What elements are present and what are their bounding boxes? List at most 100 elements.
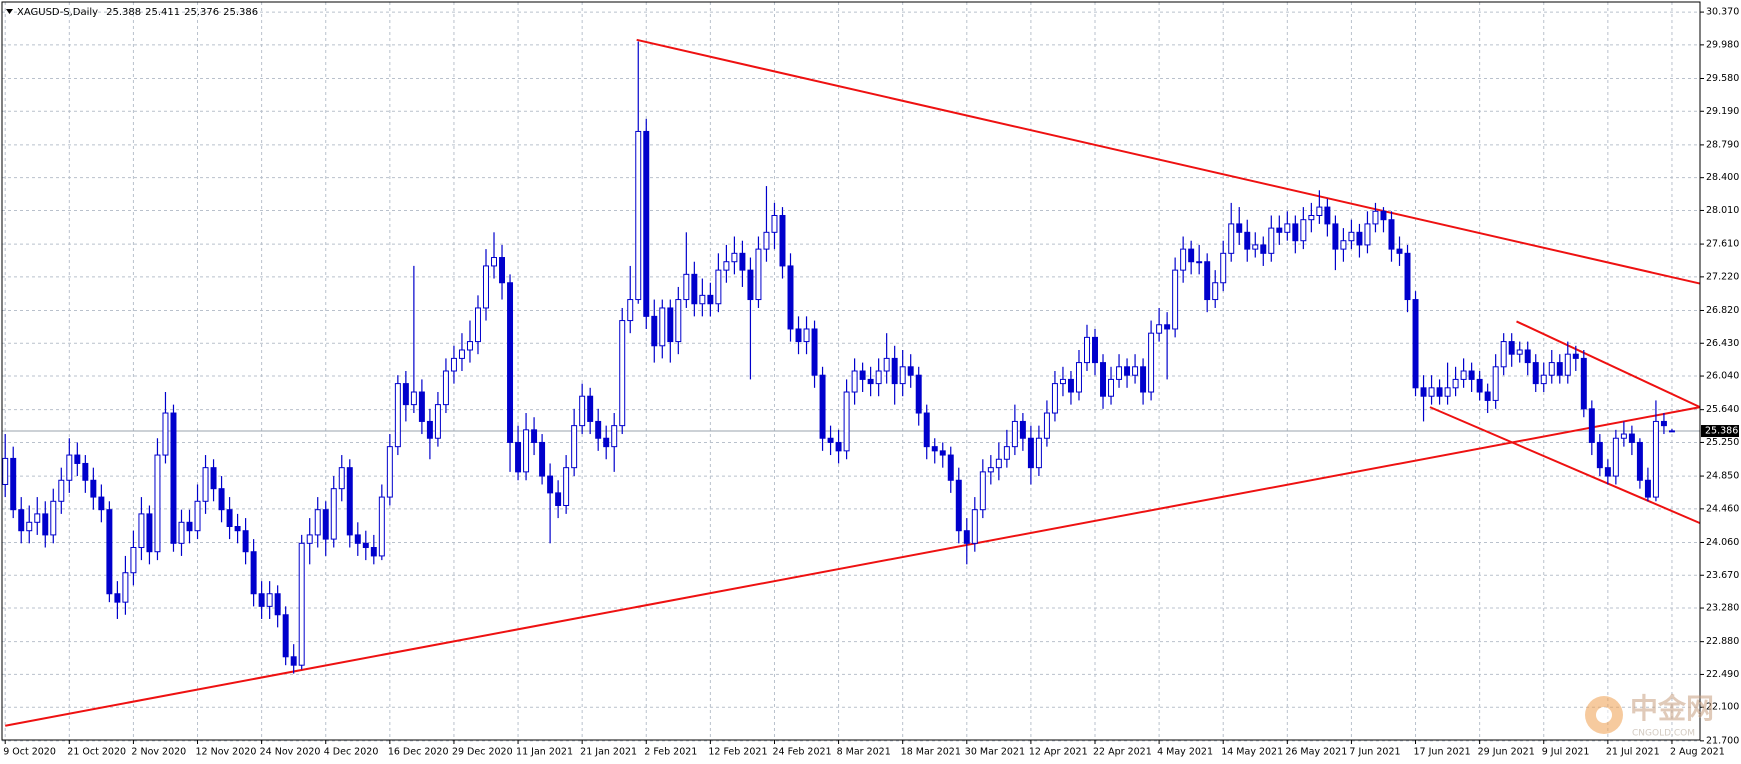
candle-body: [1308, 214, 1315, 221]
candle-body: [74, 454, 81, 464]
candle-body: [995, 458, 1002, 469]
candle-body: [410, 391, 417, 406]
candle-body: [1380, 210, 1387, 221]
candle-body: [1188, 248, 1195, 263]
y-tick-label: 25.250: [1706, 437, 1739, 448]
y-tick-label: 26.040: [1706, 371, 1739, 382]
candle-body: [1212, 282, 1219, 301]
y-tick-label: 29.980: [1706, 39, 1739, 50]
trendline: [1516, 320, 1701, 409]
candle-body: [899, 366, 906, 385]
candle-body: [1324, 206, 1331, 225]
candle-body: [186, 521, 193, 532]
candle-body: [442, 370, 449, 406]
candle-body: [795, 328, 802, 343]
candle-body: [731, 252, 738, 263]
candle-body: [1316, 206, 1323, 216]
candle-body: [1604, 467, 1611, 477]
candle-body: [58, 479, 65, 502]
candle-body: [915, 374, 922, 414]
y-tick-label: 22.100: [1706, 702, 1739, 713]
candle-body: [1180, 248, 1187, 271]
candle-body: [418, 391, 425, 422]
candle-body: [1436, 387, 1443, 397]
candle-body: [939, 450, 946, 456]
x-tick-label: 21 Oct 2020: [67, 747, 126, 758]
plot-frame: [1, 1, 1701, 741]
candle-body: [1124, 366, 1131, 376]
candle-body: [1332, 223, 1339, 250]
candle-body: [1172, 269, 1179, 330]
candle-body: [723, 261, 730, 271]
candle-body: [122, 572, 129, 603]
candle-body: [1276, 227, 1283, 233]
candle-body: [402, 383, 409, 406]
x-tick-label: 12 Nov 2020: [196, 747, 257, 758]
candle-body: [42, 513, 49, 536]
candle-body: [26, 521, 33, 532]
candle-body: [979, 471, 986, 511]
axis-layer: 30.370 29.980 29.580 29.190 28.790 28.400 28.0…: [3, 7, 1739, 758]
candle-body: [1252, 244, 1259, 250]
candle-body: [1564, 353, 1571, 376]
candle-body: [1092, 336, 1098, 364]
x-tick-label: 7 Jun 2021: [1349, 747, 1400, 758]
candle-body: [891, 357, 898, 385]
candle-body: [362, 542, 369, 549]
candle-body: [1484, 391, 1491, 401]
y-tick-label: 22.490: [1706, 669, 1739, 680]
candle-body: [1396, 248, 1403, 254]
x-tick-label: 16 Dec 2020: [388, 747, 449, 758]
candle-body: [1580, 357, 1587, 410]
candle-body: [178, 521, 185, 544]
header-open: 25.388: [106, 7, 141, 18]
x-tick-label: 17 Jun 2021: [1414, 747, 1471, 758]
candle-body: [1596, 441, 1603, 469]
candle-body: [354, 534, 361, 544]
candle-body: [1228, 223, 1235, 254]
last-price-box: [1701, 425, 1739, 438]
x-tick-label: 12 Feb 2021: [708, 747, 767, 758]
y-tick-label: 23.670: [1706, 570, 1739, 581]
candle-body: [907, 366, 914, 376]
candle-body: [659, 307, 666, 347]
trendline: [636, 38, 1701, 285]
y-tick-label: 29.190: [1706, 106, 1739, 117]
candle-body: [1356, 231, 1363, 246]
header-arrow: [6, 9, 13, 14]
candle-body: [707, 294, 714, 305]
candle-body: [314, 509, 321, 536]
candle-body: [715, 269, 722, 305]
candle-body: [1043, 412, 1050, 439]
candle-body: [851, 370, 858, 393]
candle-body: [651, 315, 658, 347]
watermark: 中金网 CNGOLD.COM: [1585, 692, 1714, 739]
candle-body: [963, 530, 970, 544]
candle-body: [595, 420, 602, 439]
candle-body: [755, 248, 762, 301]
candle-body: [90, 479, 97, 498]
candle-body: [835, 441, 842, 452]
x-tick-label: 4 May 2021: [1157, 747, 1213, 758]
candle-body: [1075, 362, 1082, 393]
candle-body: [531, 429, 538, 443]
candle-body: [130, 547, 137, 574]
candle-body: [10, 457, 17, 511]
candle-body: [571, 425, 578, 469]
y-tick-label: 28.010: [1706, 205, 1739, 216]
candle-body: [18, 509, 25, 532]
x-tick-label: 24 Feb 2021: [772, 747, 831, 758]
candle-body: [635, 130, 642, 301]
candle-body: [242, 530, 249, 553]
candle-body: [1067, 378, 1074, 393]
candle-body: [50, 500, 57, 536]
candle-body: [747, 269, 754, 301]
candle-body: [202, 467, 209, 502]
y-tick-label: 24.060: [1706, 537, 1739, 548]
candle-body: [2, 457, 9, 485]
y-tick-label: 29.580: [1706, 73, 1739, 84]
candle-body: [1100, 362, 1106, 397]
candle-body: [1244, 231, 1251, 250]
candle-body: [499, 257, 506, 284]
candle-body: [603, 437, 610, 448]
